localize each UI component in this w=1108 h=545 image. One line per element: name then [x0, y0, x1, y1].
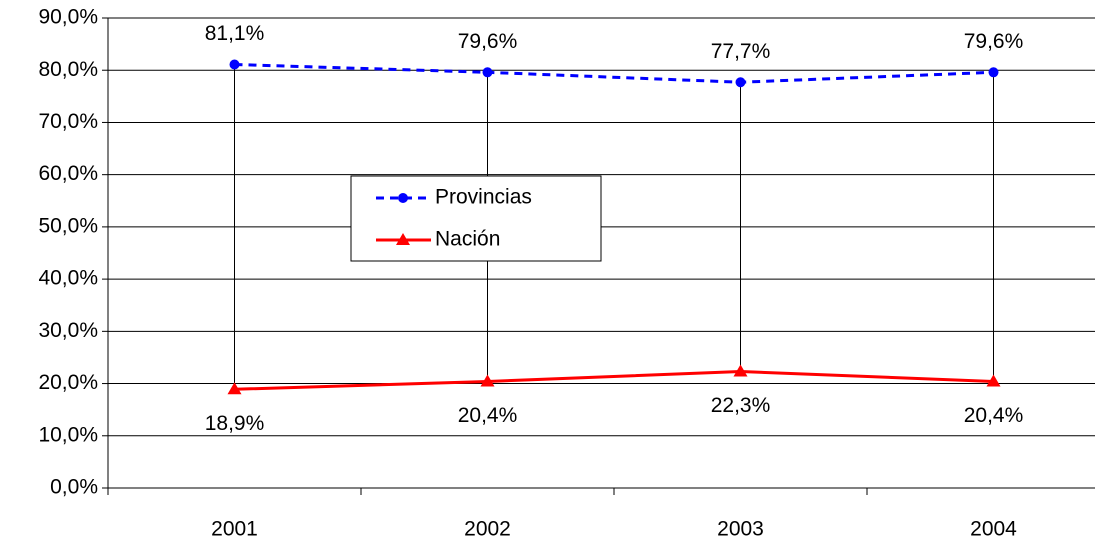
- y-tick-label: 10,0%: [38, 423, 98, 446]
- y-tick-label: 90,0%: [38, 6, 98, 29]
- y-tick-label: 70,0%: [38, 110, 98, 133]
- legend-label: Nación: [435, 228, 500, 251]
- point: [398, 193, 408, 203]
- y-tick-label: 20,0%: [38, 371, 98, 394]
- data-label: 18,9%: [205, 412, 265, 435]
- point: [396, 233, 410, 245]
- point: [733, 364, 748, 377]
- y-tick-label: 40,0%: [38, 267, 98, 290]
- data-label: 20,4%: [964, 404, 1024, 427]
- y-tick-label: 0,0%: [50, 476, 98, 499]
- series-line: [234, 370, 994, 391]
- y-tick-label: 60,0%: [38, 162, 98, 185]
- point: [735, 77, 746, 88]
- data-label: 20,4%: [458, 404, 518, 427]
- data-label: 79,6%: [458, 30, 518, 53]
- point: [986, 374, 1001, 387]
- point: [482, 67, 493, 78]
- x-tick-label: 2002: [464, 518, 511, 541]
- point: [227, 382, 242, 395]
- y-tick-label: 80,0%: [38, 58, 98, 81]
- data-label: 81,1%: [205, 22, 265, 45]
- point: [988, 67, 999, 78]
- point: [480, 374, 495, 387]
- data-label: 79,6%: [964, 30, 1024, 53]
- y-tick-label: 30,0%: [38, 319, 98, 342]
- data-label: 22,3%: [711, 394, 771, 417]
- x-tick-label: 2004: [970, 518, 1017, 541]
- x-tick-label: 2001: [211, 518, 258, 541]
- point: [229, 59, 240, 70]
- legend-label: Provincias: [435, 186, 532, 209]
- series-line: [234, 62, 994, 84]
- legend-box: [350, 175, 602, 262]
- data-label: 77,7%: [711, 40, 771, 63]
- y-tick-label: 50,0%: [38, 214, 98, 237]
- x-tick-label: 2003: [717, 518, 764, 541]
